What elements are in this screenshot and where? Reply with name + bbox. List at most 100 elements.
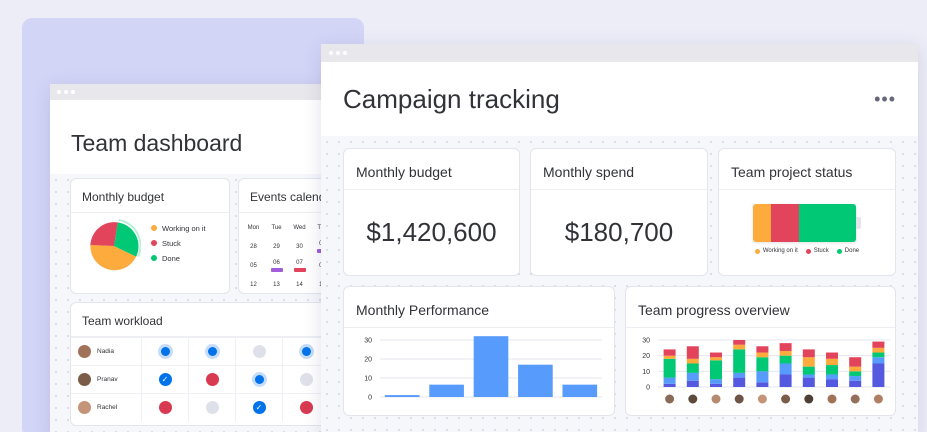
avatar	[78, 401, 91, 414]
stacked-bar-segment[interactable]	[802, 349, 815, 358]
header: Campaign tracking •••	[321, 62, 918, 136]
bar[interactable]	[384, 395, 420, 397]
team-workload-widget[interactable]: Team workload Nadia Pranav ✓ Rachel ✓	[70, 302, 338, 426]
event-bar[interactable]	[270, 267, 283, 272]
team-progress-widget[interactable]: Team progress overview 30 20 10 0	[625, 286, 896, 416]
avatar	[850, 394, 860, 404]
stacked-bar-segment[interactable]	[686, 358, 699, 364]
stacked-bar-segment[interactable]	[872, 357, 885, 364]
monthly-budget-widget[interactable]: Monthly budget Working on it Stuck Done	[70, 178, 230, 294]
workload-cell[interactable]	[282, 337, 329, 366]
bar[interactable]	[473, 336, 509, 397]
stacked-bar-segment[interactable]	[779, 374, 792, 387]
pie-slice-stuck	[90, 222, 118, 246]
event-bar[interactable]	[293, 267, 306, 272]
stacked-bar-segment[interactable]	[733, 377, 746, 387]
workload-cell[interactable]	[188, 365, 235, 394]
workload-cell[interactable]	[188, 337, 235, 366]
workload-cell[interactable]	[282, 393, 329, 422]
stacked-bar-segment[interactable]	[756, 371, 769, 383]
workload-cell[interactable]	[282, 365, 329, 394]
stacked-bar-segment[interactable]	[849, 380, 862, 387]
stacked-bar-segment[interactable]	[872, 363, 885, 388]
stacked-bar-segment[interactable]	[826, 365, 838, 375]
workload-cell[interactable]	[188, 393, 235, 422]
calendar-date[interactable]: 14	[296, 281, 303, 288]
stacked-bar-segment[interactable]	[663, 358, 676, 378]
avatar	[734, 394, 744, 404]
workload-cell[interactable]	[141, 337, 188, 366]
calendar-date[interactable]: 12	[250, 281, 257, 288]
stacked-bar-segment[interactable]	[849, 366, 862, 372]
stacked-bar-segment[interactable]	[663, 355, 676, 359]
legend-item: Stuck	[805, 248, 829, 254]
calendar-date[interactable]: 30	[296, 243, 303, 250]
stacked-bar-segment[interactable]	[710, 357, 722, 361]
stacked-bar-segment[interactable]	[686, 380, 699, 387]
calendar-day-header: Mon	[247, 224, 260, 231]
status-circle	[299, 373, 313, 386]
stacked-bar-segment[interactable]	[826, 352, 838, 359]
stacked-bar-segment[interactable]	[710, 379, 722, 384]
stacked-bar-segment[interactable]	[872, 347, 885, 353]
stacked-bar-segment[interactable]	[710, 383, 722, 387]
calendar-date[interactable]: 28	[250, 243, 257, 250]
stacked-bar-segment[interactable]	[779, 350, 792, 356]
stacked-bar-segment[interactable]	[733, 340, 746, 345]
calendar-date[interactable]: 07	[288, 257, 311, 274]
stacked-bar-segment[interactable]	[733, 344, 746, 350]
monthly-performance-widget[interactable]: Monthly Performance 30 20 10 0	[343, 286, 615, 416]
workload-cell[interactable]	[141, 393, 188, 422]
stacked-bar-segment[interactable]	[710, 360, 722, 380]
bar[interactable]	[429, 384, 464, 397]
calendar-date[interactable]: 13	[273, 281, 280, 288]
stacked-bar-segment[interactable]	[686, 363, 699, 373]
stacked-bar-segment[interactable]	[802, 357, 815, 367]
stacked-bar-segment[interactable]	[733, 349, 746, 373]
stacked-bar-segment[interactable]	[663, 383, 676, 387]
team-project-status-widget[interactable]: Team project status Working on it Stuck …	[718, 148, 896, 276]
stacked-bar-segment[interactable]	[802, 374, 815, 378]
calendar-date[interactable]: 29	[273, 243, 280, 250]
workload-cell[interactable]	[235, 337, 282, 366]
stacked-bar-segment[interactable]	[756, 346, 769, 353]
workload-cell[interactable]	[235, 365, 282, 394]
avatar	[688, 394, 698, 404]
avatar	[873, 394, 883, 404]
pie-legend: Working on it Stuck Done	[151, 224, 206, 269]
stacked-bar-segment[interactable]	[779, 355, 792, 364]
stacked-bar-segment[interactable]	[872, 341, 885, 348]
workload-cell[interactable]: ✓	[235, 393, 282, 422]
stacked-bar-segment[interactable]	[756, 357, 769, 372]
bar[interactable]	[518, 364, 553, 397]
workload-cell[interactable]: ✓	[141, 365, 188, 394]
stacked-bar-segment[interactable]	[849, 376, 862, 381]
stacked-bar-segment[interactable]	[826, 374, 838, 380]
stacked-bar-segment[interactable]	[802, 377, 815, 387]
monthly-budget-widget[interactable]: Monthly budget $1,420,600	[343, 148, 520, 276]
check-icon: ✓	[252, 401, 266, 414]
stacked-bar-segment[interactable]	[849, 357, 862, 367]
stacked-bar-segment[interactable]	[779, 343, 792, 351]
stacked-bar-segment[interactable]	[849, 371, 862, 377]
stacked-bar-segment[interactable]	[802, 366, 815, 375]
stacked-bar-segment[interactable]	[756, 352, 769, 358]
stacked-bar-segment[interactable]	[826, 358, 838, 366]
calendar-date[interactable]: 06	[265, 257, 288, 274]
workload-row: Pranav ✓	[71, 365, 337, 394]
stacked-bar-segment[interactable]	[663, 349, 676, 356]
stacked-bar-segment[interactable]	[733, 372, 746, 378]
stacked-bar-segment[interactable]	[872, 352, 885, 358]
stacked-bar-segment[interactable]	[686, 346, 699, 359]
monthly-spend-widget[interactable]: Monthly spend $180,700	[530, 148, 708, 276]
stacked-bar-segment[interactable]	[756, 382, 769, 387]
calendar-date[interactable]: 05	[250, 262, 257, 269]
stacked-bar-segment[interactable]	[663, 377, 676, 384]
stacked-bar-segment[interactable]	[779, 363, 792, 375]
stacked-bar-segment[interactable]	[710, 352, 722, 358]
widget-title: Events calendar	[239, 179, 337, 213]
more-icon[interactable]: •••	[874, 88, 896, 109]
stacked-bar-segment[interactable]	[686, 372, 699, 381]
stacked-bar-segment[interactable]	[826, 379, 838, 387]
bar[interactable]	[562, 384, 598, 397]
